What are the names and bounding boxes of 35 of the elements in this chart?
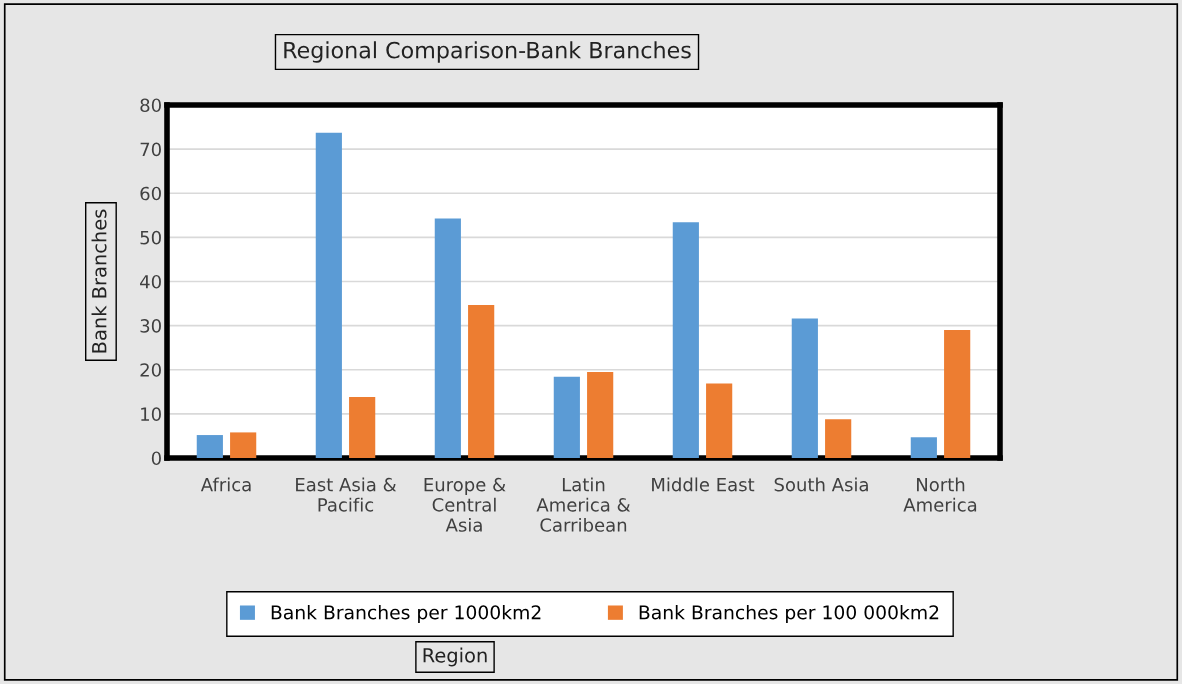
bar bbox=[791, 318, 818, 458]
x-tick-label: East Asia & Pacific bbox=[296, 477, 397, 512]
y-tick-label: 60 bbox=[140, 186, 161, 201]
y-tick-label: 80 bbox=[140, 98, 161, 113]
bar bbox=[349, 397, 376, 458]
y-tick-label: 20 bbox=[140, 363, 161, 377]
bar bbox=[944, 330, 971, 458]
x-tick-label: North America bbox=[903, 477, 977, 512]
bar bbox=[434, 218, 461, 458]
y-axis-title: Bank Branches bbox=[91, 209, 107, 353]
bar bbox=[553, 376, 580, 458]
bar bbox=[587, 371, 614, 458]
x-tick-label: Africa bbox=[200, 477, 251, 492]
y-tick-label: 30 bbox=[140, 319, 161, 333]
bar bbox=[196, 435, 223, 458]
bar bbox=[315, 132, 342, 458]
bar bbox=[706, 383, 733, 458]
x-tick-label: South Asia bbox=[774, 477, 868, 492]
y-tick-label: 0 bbox=[151, 451, 161, 466]
x-tick-label: Latin America & Carribean bbox=[536, 477, 631, 532]
y-tick-label: 50 bbox=[140, 230, 161, 245]
bar bbox=[468, 304, 495, 458]
bar bbox=[230, 432, 257, 458]
bar bbox=[825, 419, 852, 458]
legend-label: Bank Branches per 1000km2 bbox=[271, 604, 541, 624]
x-tick-label: Europe & Central Asia bbox=[424, 477, 506, 532]
y-tick-label: 40 bbox=[140, 274, 161, 289]
bar bbox=[910, 437, 937, 458]
x-tick-label: Middle East bbox=[652, 477, 755, 492]
text: Region bbox=[423, 647, 487, 667]
y-tick-label: 70 bbox=[140, 142, 161, 157]
chart-title: Regional Comparison-Bank Branches bbox=[284, 41, 691, 63]
legend-label: Bank Branches per 100 000km2 bbox=[639, 604, 939, 624]
y-tick-label: 10 bbox=[141, 407, 161, 421]
bar bbox=[672, 222, 699, 458]
